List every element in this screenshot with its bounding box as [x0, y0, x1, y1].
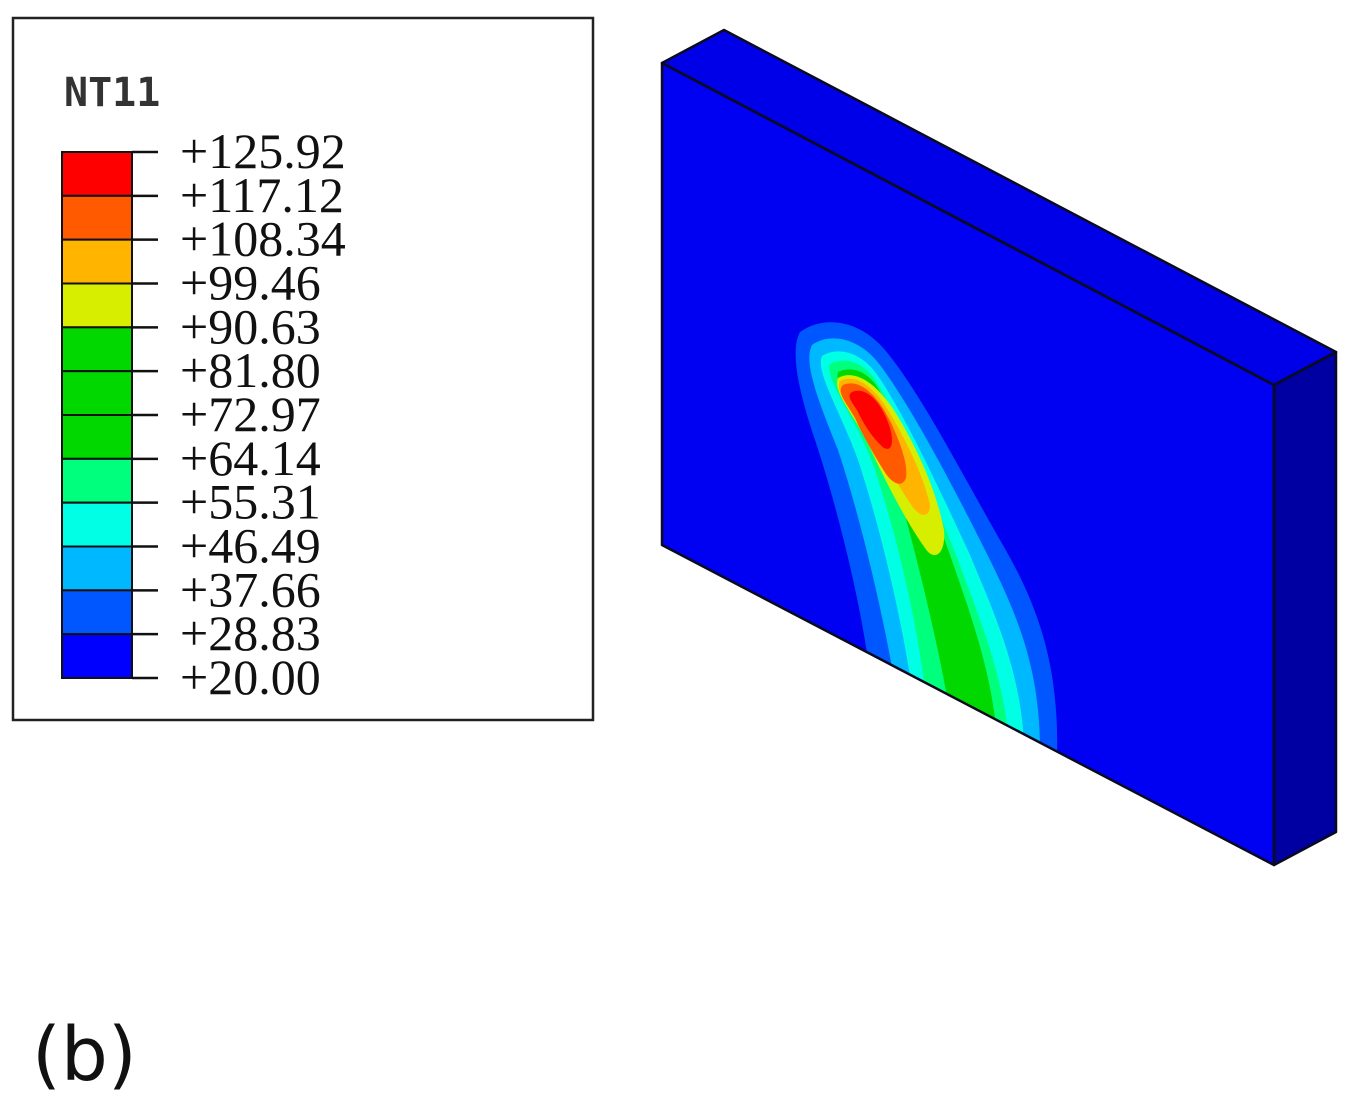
- legend-band: [61, 457, 133, 504]
- panel-label: (b): [32, 1012, 137, 1098]
- legend-band: [61, 194, 133, 241]
- legend-band: [61, 501, 133, 548]
- legend-band: [61, 414, 133, 460]
- legend-band: [61, 238, 133, 285]
- legend-label: +28.83: [180, 605, 321, 661]
- legend-label: +46.49: [180, 518, 321, 574]
- plate-top-face: [662, 30, 1336, 385]
- legend-label: +55.31: [180, 474, 321, 530]
- legend-label: +20.00: [180, 649, 321, 705]
- legend-label: +125.92: [180, 123, 346, 179]
- contour-band-64: [837, 369, 996, 727]
- temperature-contour: [795, 322, 1058, 760]
- legend-label: +108.34: [180, 211, 346, 267]
- legend-band: [61, 545, 133, 592]
- legend-label: +81.80: [180, 342, 321, 398]
- plate-model: [660, 28, 1338, 867]
- legend-band: [61, 151, 133, 197]
- legend-label: +99.46: [180, 255, 321, 311]
- legend-band: [61, 589, 133, 636]
- legend-label: +90.63: [180, 298, 321, 354]
- legend-band: [61, 633, 133, 680]
- legend-label: +117.12: [180, 167, 344, 223]
- legend-title: NT11: [64, 70, 160, 116]
- legend-label: +72.97: [180, 386, 321, 442]
- legend-label: +64.14: [180, 430, 321, 486]
- legend-colorbar: [61, 151, 133, 680]
- plate-side-face: [1274, 352, 1336, 865]
- legend-band: [61, 282, 133, 329]
- plate-edges: [660, 28, 1338, 867]
- plate-front-face: [662, 63, 1274, 865]
- contour-band-117: [849, 390, 892, 449]
- legend: NT11 +125.92+117.12+108.34+99.46+90.63+8…: [11, 16, 595, 722]
- legend-labels: +125.92+117.12+108.34+99.46+90.63+81.80+…: [132, 123, 346, 705]
- legend-band: [61, 326, 133, 373]
- legend-label: +37.66: [180, 561, 321, 617]
- legend-band: [61, 370, 133, 416]
